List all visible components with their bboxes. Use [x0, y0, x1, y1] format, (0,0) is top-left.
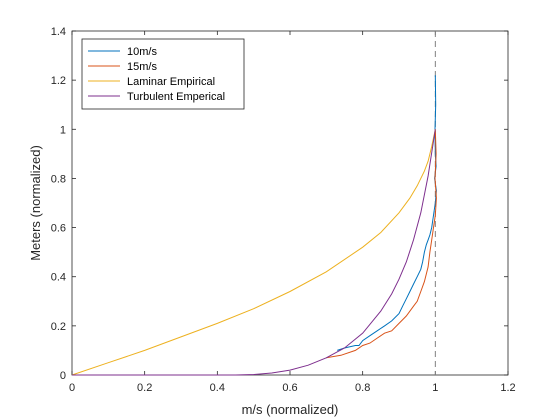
x-tick-label: 0.8 [355, 382, 370, 394]
x-tick-label: 0.6 [282, 382, 297, 394]
legend: 10m/s 15m/s Laminar Empirical Turbulent Emp… [81, 38, 245, 110]
y-axis-title: Meters (normalized) [28, 145, 43, 261]
y-axis: 0 0.2 0.4 0.6 0.8 1 1.2 1.4 [51, 26, 508, 382]
series-line-2 [326, 129, 437, 359]
y-tick-label: 0.8 [51, 173, 66, 185]
series-lines [71, 75, 437, 376]
x-axis-title: m/s (normalized) [242, 402, 339, 417]
y-tick-label: 0.2 [51, 321, 66, 333]
x-tick-label: 0.2 [137, 382, 152, 394]
y-tick-label: 0.4 [51, 272, 66, 284]
y-tick-label: 0.6 [51, 223, 66, 235]
x-tick-label: 1.2 [500, 382, 515, 394]
series-line-3 [71, 129, 436, 376]
y-tick-label: 1 [60, 124, 66, 136]
legend-entry-3: Laminar Empirical [127, 76, 215, 88]
y-tick-label: 1.2 [51, 75, 66, 87]
y-tick-label: 1.4 [51, 26, 66, 38]
legend-entry-2: 15m/s [127, 61, 157, 73]
x-tick-label: 0 [69, 382, 75, 394]
x-tick-label: 1 [432, 382, 438, 394]
y-tick-label: 0 [60, 370, 66, 382]
series-line-4 [72, 129, 436, 376]
x-tick-label: 0.4 [210, 382, 225, 394]
legend-entry-1: 10m/s [127, 46, 157, 58]
legend-entry-4: Turbulent Emperical [127, 91, 225, 103]
